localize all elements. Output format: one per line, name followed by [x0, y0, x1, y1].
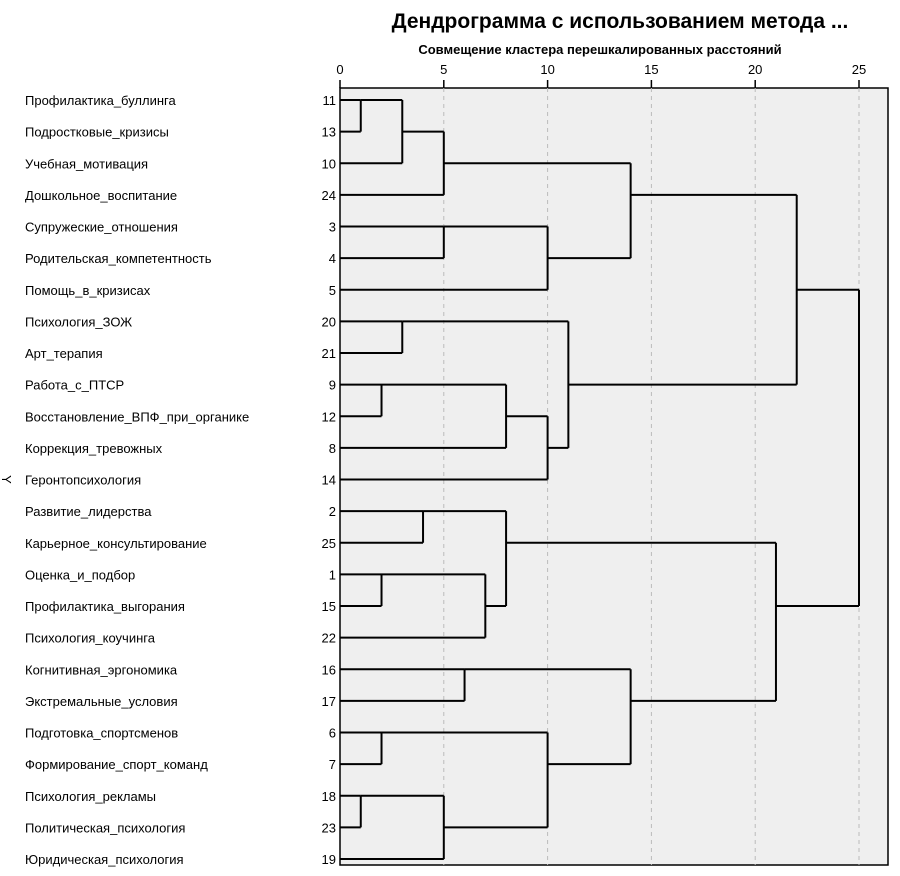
leaf-case-number: 19 — [322, 852, 336, 867]
chart-title: Дендрограмма с использованием метода ... — [391, 10, 849, 33]
leaf-case-number: 3 — [329, 220, 336, 235]
leaf-case-number: 12 — [322, 409, 336, 424]
leaf-case-number: 14 — [322, 473, 336, 488]
leaf-case-number: 7 — [329, 757, 336, 772]
leaf-case-number: 5 — [329, 283, 336, 298]
leaf-label: Политическая_психология — [25, 820, 185, 835]
leaf-label: Развитие_лидерства — [25, 504, 152, 519]
leaf-label: Карьерное_консультирование — [25, 536, 207, 551]
leaf-case-number: 16 — [322, 662, 336, 677]
x-tick-label: 15 — [644, 62, 658, 77]
leaf-label: Когнитивная_эргономика — [25, 662, 178, 677]
leaf-label: Экстремальные_условия — [25, 694, 178, 709]
leaf-label: Учебная_мотивация — [25, 156, 148, 171]
leaf-case-number: 25 — [322, 536, 336, 551]
leaf-label: Дошкольное_воспитание — [25, 188, 177, 203]
leaf-case-number: 9 — [329, 378, 336, 393]
x-axis-label: Совмещение кластера перешкалированных ра… — [418, 42, 782, 57]
leaf-case-number: 17 — [322, 694, 336, 709]
leaf-label: Психология_коучинга — [25, 631, 156, 646]
leaf-label: Коррекция_тревожных — [25, 441, 163, 456]
leaf-label: Юридическая_психология — [25, 852, 184, 867]
leaf-case-number: 4 — [329, 251, 336, 266]
x-tick-label: 5 — [440, 62, 447, 77]
leaf-label: Профилактика_выгорания — [25, 599, 185, 614]
leaf-label: Подростковые_кризисы — [25, 125, 169, 140]
leaf-case-number: 23 — [322, 820, 336, 835]
leaf-label: Психология_рекламы — [25, 789, 156, 804]
x-tick-label: 20 — [748, 62, 762, 77]
leaf-case-number: 22 — [322, 631, 336, 646]
leaf-label: Геронтопсихология — [25, 473, 141, 488]
leaf-label: Родительская_компетентность — [25, 251, 212, 266]
leaf-case-number: 13 — [322, 125, 336, 140]
leaf-label: Арт_терапия — [25, 346, 103, 361]
leaf-case-number: 18 — [322, 789, 336, 804]
leaf-case-number: 6 — [329, 726, 336, 741]
leaf-case-number: 20 — [322, 314, 336, 329]
leaf-case-number: 21 — [322, 346, 336, 361]
leaf-label: Профилактика_буллинга — [25, 93, 177, 108]
leaf-label: Восстановление_ВПФ_при_органике — [25, 409, 249, 424]
leaf-label: Психология_ЗОЖ — [25, 314, 132, 329]
plot-area — [339, 87, 889, 866]
leaf-case-number: 11 — [323, 93, 337, 108]
leaf-case-number: 8 — [329, 441, 336, 456]
leaf-case-number: 15 — [322, 599, 336, 614]
x-tick-label: 0 — [336, 62, 343, 77]
x-tick-label: 25 — [852, 62, 866, 77]
leaf-label: Формирование_спорт_команд — [25, 757, 208, 772]
leaf-case-number: 2 — [329, 504, 336, 519]
leaf-label: Супружеские_отношения — [25, 220, 178, 235]
leaf-label: Подготовка_спортсменов — [25, 726, 178, 741]
leaf-case-number: 24 — [322, 188, 336, 203]
leaf-case-number: 1 — [329, 567, 336, 582]
leaf-case-number: 10 — [322, 156, 336, 171]
leaf-label: Помощь_в_кризисах — [25, 283, 151, 298]
x-tick-label: 10 — [540, 62, 554, 77]
leaf-label: Работа_с_ПТСР — [25, 378, 124, 393]
leaf-label: Оценка_и_подбор — [25, 567, 135, 582]
